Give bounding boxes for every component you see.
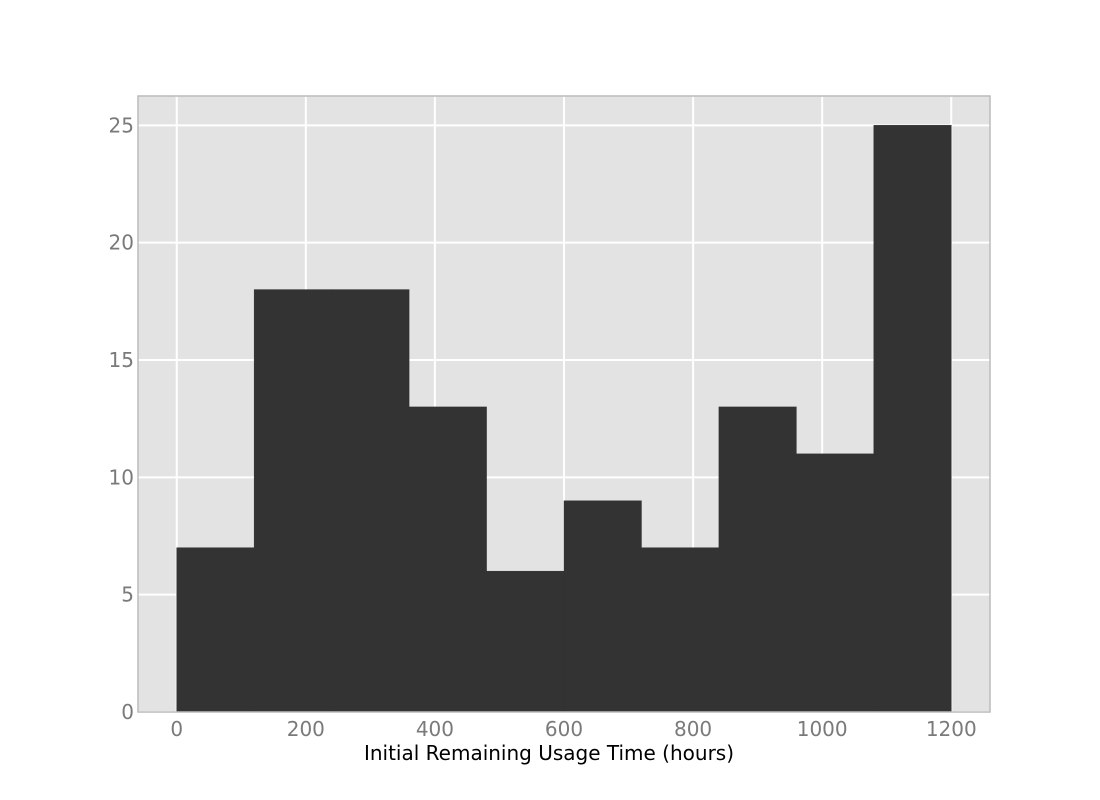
histogram-bar	[641, 547, 720, 713]
x-tick-label: 800	[674, 717, 712, 741]
y-tick-label: 5	[121, 583, 134, 607]
y-tick-label: 20	[109, 231, 134, 255]
x-tick-label: 1200	[926, 717, 977, 741]
histogram-bar	[253, 289, 332, 713]
x-tick-label: 600	[545, 717, 583, 741]
y-tick-label: 0	[121, 700, 134, 724]
x-axis-title: Initial Remaining Usage Time (hours)	[364, 741, 734, 765]
y-tick-labels: 0 5 10 15 20 25	[109, 113, 134, 724]
y-tick-label: 15	[109, 348, 134, 372]
plot-frame	[137, 95, 991, 713]
x-tick-label: 400	[416, 717, 454, 741]
y-tick-label: 25	[109, 113, 134, 137]
histogram-bar	[331, 289, 410, 713]
histogram-bar	[718, 406, 797, 713]
histogram-bars	[176, 125, 952, 713]
x-tick-label: 200	[287, 717, 325, 741]
x-tick-label: 0	[170, 717, 183, 741]
x-tick-labels: 0 200 400 600 800 1000 1200	[170, 717, 976, 741]
histogram-bar	[796, 453, 875, 713]
histogram-bar	[176, 547, 255, 713]
histogram-bar	[873, 125, 952, 713]
x-tick-label: 1000	[797, 717, 848, 741]
y-tick-label: 10	[109, 465, 134, 489]
histogram-bar	[486, 570, 565, 713]
histogram-bar	[563, 500, 642, 713]
histogram-bar	[408, 406, 487, 713]
